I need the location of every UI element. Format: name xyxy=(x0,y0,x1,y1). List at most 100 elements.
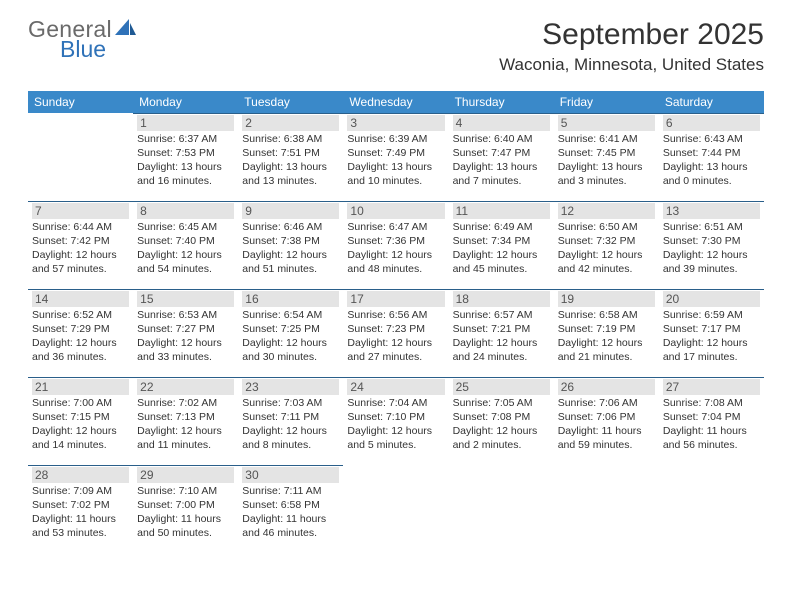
calendar-row: 7 Sunrise: 6:44 AMSunset: 7:42 PMDaylight… xyxy=(28,201,764,289)
day-cell: 14 Sunrise: 6:52 AMSunset: 7:29 PMDayligh… xyxy=(28,289,133,377)
day-cell: 25Sunrise: 7:05 AMSunset: 7:08 PMDayligh… xyxy=(449,377,554,465)
day-details: Sunrise: 6:53 AMSunset: 7:27 PMDaylight:… xyxy=(137,309,234,364)
calendar-cell: 11Sunrise: 6:49 AMSunset: 7:34 PMDayligh… xyxy=(449,201,554,289)
day-number: 30 xyxy=(242,467,339,483)
calendar-table: SundayMondayTuesdayWednesdayThursdayFrid… xyxy=(28,91,764,553)
calendar-cell: 9Sunrise: 6:46 AMSunset: 7:38 PMDaylight… xyxy=(238,201,343,289)
day-details: Sunrise: 6:49 AMSunset: 7:34 PMDaylight:… xyxy=(453,221,550,276)
day-cell: 4 Sunrise: 6:40 AMSunset: 7:47 PMDaylight… xyxy=(449,113,554,201)
day-details: Sunrise: 7:00 AMSunset: 7:15 PMDaylight:… xyxy=(32,397,129,452)
day-number: 8 xyxy=(137,203,234,219)
location-text: Waconia, Minnesota, United States xyxy=(499,55,764,75)
day-number: 13 xyxy=(663,203,760,219)
day-cell: 22 Sunrise: 7:02 AMSunset: 7:13 PMDayligh… xyxy=(133,377,238,465)
day-number: 2 xyxy=(242,115,339,131)
calendar-page: General Blue September 2025 Waconia, Min… xyxy=(0,0,792,571)
day-details: Sunrise: 6:56 AMSunset: 7:23 PMDaylight:… xyxy=(347,309,444,364)
day-details: Sunrise: 6:50 AMSunset: 7:32 PMDaylight:… xyxy=(558,221,655,276)
day-number: 7 xyxy=(32,203,129,219)
dow-header: Thursday xyxy=(449,91,554,113)
calendar-cell xyxy=(554,465,659,553)
day-number: 4 xyxy=(453,115,550,131)
day-cell: 18Sunrise: 6:57 AMSunset: 7:21 PMDayligh… xyxy=(449,289,554,377)
day-number: 28 xyxy=(32,467,129,483)
month-title: September 2025 xyxy=(499,18,764,52)
day-number: 1 xyxy=(137,115,234,131)
title-block: September 2025 Waconia, Minnesota, Unite… xyxy=(499,18,764,75)
day-cell: 8 Sunrise: 6:45 AMSunset: 7:40 PMDaylight… xyxy=(133,201,238,289)
calendar-cell: 4 Sunrise: 6:40 AMSunset: 7:47 PMDaylight… xyxy=(449,113,554,201)
day-details: Sunrise: 6:58 AMSunset: 7:19 PMDaylight:… xyxy=(558,309,655,364)
calendar-cell xyxy=(449,465,554,553)
dow-header: Wednesday xyxy=(343,91,448,113)
day-number: 27 xyxy=(663,379,760,395)
calendar-cell: 10Sunrise: 6:47 AMSunset: 7:36 PMDayligh… xyxy=(343,201,448,289)
day-details: Sunrise: 7:10 AMSunset: 7:00 PMDaylight:… xyxy=(137,485,234,540)
day-details: Sunrise: 6:39 AMSunset: 7:49 PMDaylight:… xyxy=(347,133,444,188)
day-details: Sunrise: 6:52 AMSunset: 7:29 PMDaylight:… xyxy=(32,309,129,364)
day-cell: 16Sunrise: 6:54 AMSunset: 7:25 PMDayligh… xyxy=(238,289,343,377)
day-details: Sunrise: 7:06 AMSunset: 7:06 PMDaylight:… xyxy=(558,397,655,452)
day-details: Sunrise: 6:57 AMSunset: 7:21 PMDaylight:… xyxy=(453,309,550,364)
calendar-cell: 7 Sunrise: 6:44 AMSunset: 7:42 PMDaylight… xyxy=(28,201,133,289)
day-cell: 20 Sunrise: 6:59 AMSunset: 7:17 PMDayligh… xyxy=(659,289,764,377)
calendar-cell: 22 Sunrise: 7:02 AMSunset: 7:13 PMDayligh… xyxy=(133,377,238,465)
calendar-cell: 29Sunrise: 7:10 AMSunset: 7:00 PMDayligh… xyxy=(133,465,238,553)
day-details: Sunrise: 6:43 AMSunset: 7:44 PMDaylight:… xyxy=(663,133,760,188)
day-cell: 12 Sunrise: 6:50 AMSunset: 7:32 PMDayligh… xyxy=(554,201,659,289)
calendar-cell: 13Sunrise: 6:51 AMSunset: 7:30 PMDayligh… xyxy=(659,201,764,289)
day-cell: 30Sunrise: 7:11 AMSunset: 6:58 PMDayligh… xyxy=(238,465,343,553)
days-of-week-row: SundayMondayTuesdayWednesdayThursdayFrid… xyxy=(28,91,764,113)
day-number: 17 xyxy=(347,291,444,307)
day-number: 25 xyxy=(453,379,550,395)
calendar-cell: 3 Sunrise: 6:39 AMSunset: 7:49 PMDaylight… xyxy=(343,113,448,201)
calendar-cell: 20 Sunrise: 6:59 AMSunset: 7:17 PMDayligh… xyxy=(659,289,764,377)
logo: General Blue xyxy=(28,18,137,61)
day-details: Sunrise: 6:40 AMSunset: 7:47 PMDaylight:… xyxy=(453,133,550,188)
day-cell: 11Sunrise: 6:49 AMSunset: 7:34 PMDayligh… xyxy=(449,201,554,289)
day-details: Sunrise: 7:02 AMSunset: 7:13 PMDaylight:… xyxy=(137,397,234,452)
day-number: 20 xyxy=(663,291,760,307)
calendar-row: 21 Sunrise: 7:00 AMSunset: 7:15 PMDayligh… xyxy=(28,377,764,465)
day-details: Sunrise: 6:44 AMSunset: 7:42 PMDaylight:… xyxy=(32,221,129,276)
day-number: 23 xyxy=(242,379,339,395)
day-number: 22 xyxy=(137,379,234,395)
calendar-cell: 15Sunrise: 6:53 AMSunset: 7:27 PMDayligh… xyxy=(133,289,238,377)
day-cell: 19 Sunrise: 6:58 AMSunset: 7:19 PMDayligh… xyxy=(554,289,659,377)
dow-header: Monday xyxy=(133,91,238,113)
day-details: Sunrise: 6:45 AMSunset: 7:40 PMDaylight:… xyxy=(137,221,234,276)
day-number: 12 xyxy=(558,203,655,219)
day-cell: 5Sunrise: 6:41 AMSunset: 7:45 PMDaylight… xyxy=(554,113,659,201)
calendar-cell: 26 Sunrise: 7:06 AMSunset: 7:06 PMDayligh… xyxy=(554,377,659,465)
calendar-cell: 30Sunrise: 7:11 AMSunset: 6:58 PMDayligh… xyxy=(238,465,343,553)
day-number: 3 xyxy=(347,115,444,131)
day-number: 10 xyxy=(347,203,444,219)
page-header: General Blue September 2025 Waconia, Min… xyxy=(28,18,764,75)
dow-header: Saturday xyxy=(659,91,764,113)
calendar-cell: 17 Sunrise: 6:56 AMSunset: 7:23 PMDayligh… xyxy=(343,289,448,377)
day-cell: 24Sunrise: 7:04 AMSunset: 7:10 PMDayligh… xyxy=(343,377,448,465)
day-number: 14 xyxy=(32,291,129,307)
day-cell: 6Sunrise: 6:43 AMSunset: 7:44 PMDaylight… xyxy=(659,113,764,201)
day-cell: 21 Sunrise: 7:00 AMSunset: 7:15 PMDayligh… xyxy=(28,377,133,465)
calendar-cell: 18Sunrise: 6:57 AMSunset: 7:21 PMDayligh… xyxy=(449,289,554,377)
day-number: 21 xyxy=(32,379,129,395)
calendar-cell: 24Sunrise: 7:04 AMSunset: 7:10 PMDayligh… xyxy=(343,377,448,465)
dow-header: Tuesday xyxy=(238,91,343,113)
day-number: 19 xyxy=(558,291,655,307)
day-number: 9 xyxy=(242,203,339,219)
calendar-cell: 21 Sunrise: 7:00 AMSunset: 7:15 PMDayligh… xyxy=(28,377,133,465)
day-number: 26 xyxy=(558,379,655,395)
calendar-cell xyxy=(28,113,133,201)
day-cell: 9Sunrise: 6:46 AMSunset: 7:38 PMDaylight… xyxy=(238,201,343,289)
calendar-cell: 12 Sunrise: 6:50 AMSunset: 7:32 PMDayligh… xyxy=(554,201,659,289)
day-number: 24 xyxy=(347,379,444,395)
day-details: Sunrise: 6:59 AMSunset: 7:17 PMDaylight:… xyxy=(663,309,760,364)
day-cell: 17 Sunrise: 6:56 AMSunset: 7:23 PMDayligh… xyxy=(343,289,448,377)
calendar-cell: 19 Sunrise: 6:58 AMSunset: 7:19 PMDayligh… xyxy=(554,289,659,377)
logo-text-blue: Blue xyxy=(60,38,137,61)
day-cell: 26 Sunrise: 7:06 AMSunset: 7:06 PMDayligh… xyxy=(554,377,659,465)
day-cell: 7 Sunrise: 6:44 AMSunset: 7:42 PMDaylight… xyxy=(28,201,133,289)
dow-header: Sunday xyxy=(28,91,133,113)
calendar-cell xyxy=(343,465,448,553)
